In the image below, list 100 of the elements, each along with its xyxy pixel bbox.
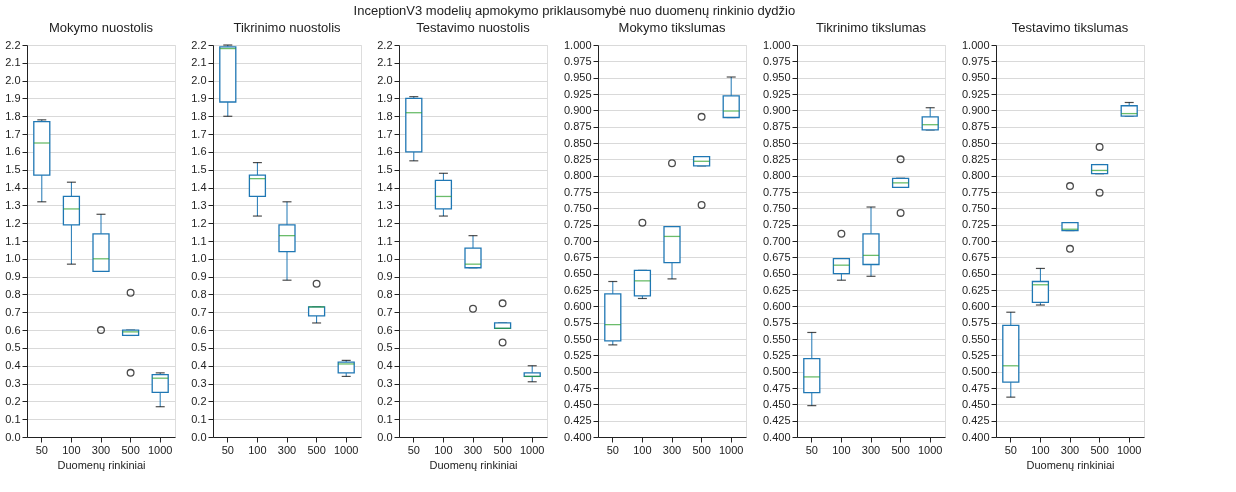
- y-tick-label: 0.975: [762, 54, 791, 67]
- y-tick-label: 2.1: [377, 56, 393, 69]
- y-tick-label: 0.825: [762, 152, 791, 165]
- y-tick-label: 0.2: [377, 394, 393, 407]
- y-tick-label: 0.425: [762, 414, 791, 427]
- y-tick-label: 0.9: [377, 270, 393, 283]
- y-tick-label: 0.800: [961, 169, 990, 182]
- y-tick-label: 0.6: [377, 323, 393, 336]
- x-tick-label: 1000: [519, 443, 545, 456]
- y-tick-label: 0.875: [563, 120, 592, 133]
- chart-title: Testavimo nuostolis: [416, 20, 531, 35]
- y-tick-label: 1.000: [961, 38, 990, 51]
- y-tick-label: 0.8: [191, 287, 207, 300]
- y-tick-label: 0.7: [191, 305, 207, 318]
- y-tick-label: 1.9: [377, 91, 393, 104]
- y-tick-label: 0.575: [961, 316, 990, 329]
- y-tick-label: 0.425: [563, 414, 592, 427]
- y-tick-label: 0.950: [563, 71, 592, 84]
- x-tick-label: 50: [606, 443, 619, 456]
- x-tick-label: 1000: [333, 443, 359, 456]
- y-tick-label: 0.5: [377, 341, 393, 354]
- y-tick-label: 0.400: [961, 430, 990, 443]
- y-tick-label: 0.700: [762, 234, 791, 247]
- y-tick-label: 0.725: [762, 218, 791, 231]
- y-tick-label: 2.0: [5, 74, 21, 87]
- y-tick-label: 0.825: [961, 152, 990, 165]
- y-tick-label: 0.2: [191, 394, 207, 407]
- y-tick-label: 0.650: [563, 267, 592, 280]
- x-tick-label: 50: [1004, 443, 1017, 456]
- y-tick-label: 0.675: [762, 250, 791, 263]
- y-tick-label: 1.0: [191, 252, 207, 265]
- y-tick-label: 0.775: [563, 185, 592, 198]
- y-tick-label: 2.1: [5, 56, 21, 69]
- y-tick-label: 2.0: [191, 74, 207, 87]
- x-tick-label: 500: [493, 443, 512, 456]
- x-axis-title: Duomenų rinkiniai: [429, 458, 518, 471]
- y-tick-label: 1.2: [5, 216, 21, 229]
- x-tick-label: 300: [463, 443, 483, 456]
- y-tick-label: 0.650: [762, 267, 791, 280]
- y-tick-label: 0.800: [563, 169, 592, 182]
- y-tick-label: 0.3: [191, 377, 207, 390]
- y-tick-label: 1.1: [5, 234, 21, 247]
- y-tick-label: 1.000: [762, 38, 791, 51]
- x-tick-label: 500: [891, 443, 910, 456]
- y-tick-label: 0.900: [762, 103, 791, 116]
- y-tick-label: 2.2: [377, 38, 393, 51]
- x-tick-label: 300: [861, 443, 881, 456]
- y-tick-label: 0.850: [762, 136, 791, 149]
- y-tick-label: 0.0: [5, 430, 21, 443]
- y-tick-label: 0.4: [377, 359, 393, 372]
- y-tick-label: 2.0: [377, 74, 393, 87]
- y-tick-label: 0.575: [563, 316, 592, 329]
- chart-title: Testavimo tikslumas: [1011, 20, 1129, 35]
- chart-title: Tikrinimo nuostolis: [233, 20, 342, 35]
- x-tick-label: 50: [805, 443, 818, 456]
- y-tick-label: 0.475: [961, 381, 990, 394]
- y-tick-label: 1.3: [377, 198, 393, 211]
- y-tick-label: 0.825: [563, 152, 592, 165]
- y-tick-label: 1.7: [191, 127, 207, 140]
- y-tick-label: 1.5: [377, 163, 393, 176]
- y-tick-label: 1.1: [377, 234, 393, 247]
- x-tick-label: 50: [35, 443, 48, 456]
- y-tick-label: 1.5: [5, 163, 21, 176]
- y-tick-label: 0.450: [762, 397, 791, 410]
- x-tick-label: 100: [832, 443, 851, 456]
- y-tick-label: 0.550: [961, 332, 990, 345]
- x-tick-label: 1000: [917, 443, 943, 456]
- y-tick-label: 0.400: [563, 430, 592, 443]
- y-tick-label: 0.875: [762, 120, 791, 133]
- x-tick-label: 300: [277, 443, 297, 456]
- y-tick-label: 0.7: [377, 305, 393, 318]
- y-tick-label: 0.525: [762, 348, 791, 361]
- x-tick-label: 50: [407, 443, 420, 456]
- y-tick-label: 0.925: [762, 87, 791, 100]
- y-tick-label: 0.975: [961, 54, 990, 67]
- y-tick-label: 1.4: [5, 181, 21, 194]
- x-tick-label: 300: [1060, 443, 1080, 456]
- y-tick-label: 1.7: [5, 127, 21, 140]
- y-tick-label: 2.2: [191, 38, 207, 51]
- y-tick-label: 1.5: [191, 163, 207, 176]
- y-tick-label: 1.2: [377, 216, 393, 229]
- y-tick-label: 0.850: [961, 136, 990, 149]
- y-tick-label: 0.475: [563, 381, 592, 394]
- y-tick-label: 0.575: [762, 316, 791, 329]
- y-tick-label: 1.0: [5, 252, 21, 265]
- y-tick-label: 1.6: [5, 145, 21, 158]
- y-tick-label: 0.900: [563, 103, 592, 116]
- y-tick-label: 2.1: [191, 56, 207, 69]
- y-tick-label: 0.450: [563, 397, 592, 410]
- x-tick-label: 500: [307, 443, 326, 456]
- x-tick-label: 1000: [718, 443, 744, 456]
- y-tick-label: 1.0: [377, 252, 393, 265]
- y-tick-label: 0.0: [377, 430, 393, 443]
- y-tick-label: 2.2: [5, 38, 21, 51]
- y-tick-label: 0.600: [961, 299, 990, 312]
- y-tick-label: 0.925: [563, 87, 592, 100]
- y-tick-label: 1.8: [191, 109, 207, 122]
- x-tick-label: 500: [692, 443, 711, 456]
- y-tick-label: 0.525: [961, 348, 990, 361]
- y-tick-label: 0.500: [961, 365, 990, 378]
